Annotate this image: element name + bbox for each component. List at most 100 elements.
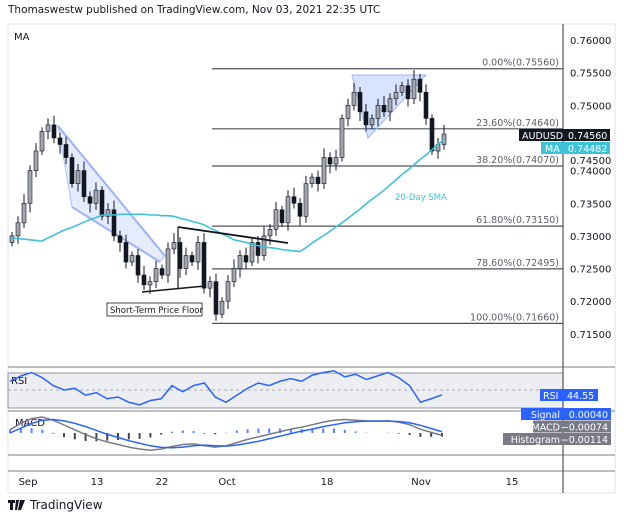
candle-down <box>99 189 105 217</box>
macd-legend-label: Histogram <box>511 435 560 446</box>
svg-text:MA: MA <box>545 144 560 155</box>
time-tick-label: Sep <box>19 477 38 488</box>
macd-legend-label-bg <box>503 433 563 445</box>
candle-down <box>213 281 219 315</box>
candle-up <box>195 242 201 263</box>
fib-level-label: 38.20%(0.74070) <box>476 155 559 166</box>
macd-legend-value-bg <box>563 408 611 420</box>
svg-text:AUDUSD: AUDUSD <box>522 131 563 142</box>
macd-legend-label: MACD <box>532 423 560 434</box>
macd-legend-value: −0.00074 <box>561 423 608 434</box>
candle-down <box>291 196 297 204</box>
price-tick-label: 0.75500 <box>570 69 611 80</box>
candle-down <box>141 274 147 286</box>
macd-legend-value: 0.00040 <box>569 410 608 421</box>
candle-down <box>177 242 183 269</box>
candle-up <box>9 235 15 243</box>
price-tick-label: 0.74500 <box>570 156 611 167</box>
candle-down <box>297 202 303 217</box>
candle-down <box>123 242 129 263</box>
candle-down <box>255 242 261 256</box>
candle-down <box>429 118 435 152</box>
candle-up <box>351 91 357 106</box>
candle-up <box>15 222 21 237</box>
candle-up <box>45 124 51 132</box>
candle-up <box>411 78 417 100</box>
channel-upper-line <box>57 125 166 257</box>
candle-down <box>111 209 117 237</box>
candle-up <box>219 300 225 315</box>
price-tick-label: 0.73000 <box>570 232 611 243</box>
candle-up <box>171 242 177 250</box>
candle-up <box>93 189 99 204</box>
macd-legend-value-bg <box>563 433 611 445</box>
time-tick-label: 22 <box>156 477 169 488</box>
candle-down <box>87 196 93 204</box>
candle-up <box>375 105 381 119</box>
candle-down <box>63 144 69 158</box>
svg-text:0.74560: 0.74560 <box>568 131 607 142</box>
candle-down <box>69 157 75 184</box>
macd-legend-value-bg <box>563 420 611 433</box>
candle-down <box>189 255 195 263</box>
svg-text:44.55: 44.55 <box>567 391 594 402</box>
logo-text: TradingView <box>30 498 103 512</box>
floor-label: Short-Term Price Floor <box>110 306 203 316</box>
candle-down <box>357 91 363 113</box>
pane-label-ma: MA <box>14 32 30 43</box>
candle-up <box>249 242 255 263</box>
candle-up <box>237 255 243 269</box>
candle-down <box>405 85 411 100</box>
candle-up <box>333 157 339 165</box>
tradingview-logo[interactable]: TradingView <box>8 498 103 512</box>
svg-text:RSI: RSI <box>543 391 558 402</box>
tradingview-logo-icon <box>8 500 25 510</box>
candle-up <box>261 235 267 256</box>
candle-up <box>129 255 135 263</box>
candle-up <box>345 105 351 119</box>
candle-up <box>105 209 111 217</box>
candle-up <box>147 281 153 286</box>
candle-up <box>27 170 33 204</box>
fib-level-label: 23.60%(0.74640) <box>476 118 559 129</box>
time-tick-label: 18 <box>321 477 334 488</box>
price-tick-label: 0.72500 <box>570 265 611 276</box>
candle-down <box>243 255 249 263</box>
time-tick-label: Oct <box>218 477 235 488</box>
signal-line <box>9 418 443 449</box>
candle-up <box>399 85 405 93</box>
fib-level-label: 0.00%(0.75560) <box>482 58 559 69</box>
candle-up <box>321 157 327 184</box>
candle-up <box>153 268 159 282</box>
chart-frame <box>7 23 616 494</box>
candle-down <box>135 255 141 276</box>
candle-up <box>339 118 345 158</box>
macd-legend-label-bg <box>521 408 563 420</box>
candle-down <box>159 268 165 276</box>
time-tick-label: 13 <box>91 477 104 488</box>
candle-down <box>363 111 369 126</box>
time-tick-label: 15 <box>506 477 519 488</box>
candle-up <box>183 255 189 269</box>
candle-up <box>273 209 279 230</box>
floor-label-box <box>106 302 203 317</box>
candle-up <box>303 183 309 217</box>
candle-down <box>381 105 387 113</box>
last-price-tag: AUDUSD 0.74560 <box>519 129 610 142</box>
candle-up <box>285 196 291 224</box>
candle-up <box>39 131 45 152</box>
candle-down <box>417 78 423 93</box>
candle-down <box>279 209 285 224</box>
candle-up <box>225 281 231 302</box>
candle-up <box>165 248 171 276</box>
rsi-line <box>9 369 443 406</box>
fib-level-label: 100.00%(0.71660) <box>470 312 559 323</box>
rsi-value-tag: RSI 44.55 <box>540 389 598 402</box>
candle-down <box>81 170 87 198</box>
candle-down <box>315 176 321 184</box>
candle-up <box>207 281 213 289</box>
sma-20-line <box>11 138 445 253</box>
time-tick-label: Nov <box>411 477 431 488</box>
candle-up <box>309 176 315 184</box>
